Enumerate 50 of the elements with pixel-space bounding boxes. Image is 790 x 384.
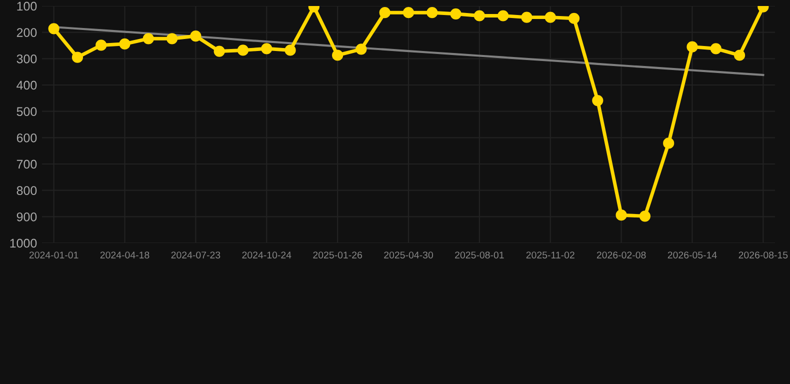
y-tick-label: 300	[16, 54, 37, 64]
x-tick-label: 2026-08-15	[738, 252, 788, 258]
x-tick-label: 2024-01-01	[29, 252, 78, 258]
point	[521, 12, 532, 23]
y-tick-label: 200	[16, 28, 37, 37]
x-tick-label: 2025-08-01	[455, 252, 504, 258]
point	[356, 44, 367, 55]
point	[142, 33, 154, 44]
point	[402, 7, 414, 18]
point	[686, 41, 698, 52]
point	[72, 52, 84, 63]
y-tick-label: 900	[16, 212, 37, 222]
y-tick-label: 400	[16, 80, 37, 90]
point	[332, 50, 344, 61]
x-tick-label: 2026-05-14	[668, 252, 717, 258]
y-tick-label: 500	[16, 107, 37, 116]
point	[214, 46, 225, 57]
x-tick-label: 2025-04-30	[384, 252, 433, 258]
x-tick-label: 2025-11-02	[526, 252, 574, 258]
point	[734, 50, 746, 61]
y-tick-label: 1000	[10, 238, 37, 248]
x-tick-label: 2024-10-24	[242, 252, 292, 258]
point	[710, 43, 722, 54]
point	[119, 38, 130, 50]
point	[190, 30, 202, 42]
point	[166, 33, 178, 44]
point	[237, 44, 249, 56]
y-tick-label: 100	[17, 2, 37, 11]
point	[592, 94, 604, 106]
y-tick-label: 700	[16, 160, 37, 169]
point	[450, 8, 462, 20]
x-tick-label: 2024-07-23	[171, 252, 220, 258]
point	[568, 12, 580, 24]
point	[616, 210, 627, 221]
point	[48, 23, 60, 34]
point	[284, 44, 296, 56]
point	[663, 138, 674, 149]
point	[379, 7, 390, 18]
x-tick-label: 2025-01-26	[313, 252, 362, 258]
point	[426, 7, 438, 18]
x-tick-label: 2026-02-08	[596, 252, 646, 258]
point	[96, 40, 107, 51]
point	[261, 43, 272, 54]
point	[498, 10, 509, 22]
y-tick-label: 600	[16, 133, 37, 142]
point	[474, 10, 485, 22]
x-tick-label: 2024-04-18	[100, 252, 150, 258]
point	[639, 210, 651, 222]
y-tick-label: 800	[16, 186, 37, 195]
point	[544, 12, 556, 23]
